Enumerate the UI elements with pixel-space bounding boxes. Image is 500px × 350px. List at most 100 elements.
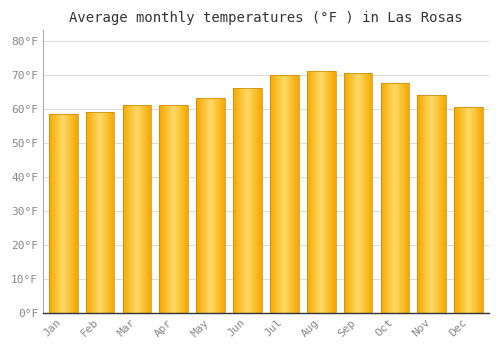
Bar bbox=[223, 98, 224, 313]
Bar bbox=[408, 83, 410, 313]
Bar bbox=[348, 73, 350, 313]
Bar bbox=[51, 114, 52, 313]
Bar bbox=[285, 75, 286, 313]
Bar bbox=[288, 75, 290, 313]
Bar bbox=[54, 114, 56, 313]
Bar bbox=[160, 105, 161, 313]
Bar bbox=[424, 95, 426, 313]
Bar bbox=[183, 105, 184, 313]
Bar bbox=[170, 105, 171, 313]
Bar bbox=[320, 71, 321, 313]
Bar bbox=[327, 71, 328, 313]
Bar bbox=[222, 98, 223, 313]
Bar bbox=[86, 112, 87, 313]
Bar bbox=[205, 98, 206, 313]
Bar bbox=[74, 114, 76, 313]
Bar bbox=[50, 114, 51, 313]
Bar bbox=[204, 98, 205, 313]
Bar bbox=[135, 105, 136, 313]
Bar bbox=[294, 75, 295, 313]
Bar bbox=[240, 88, 241, 313]
Bar bbox=[350, 73, 351, 313]
Bar bbox=[122, 105, 124, 313]
Bar bbox=[328, 71, 329, 313]
Bar bbox=[387, 83, 388, 313]
Bar bbox=[465, 107, 466, 313]
Bar bbox=[442, 95, 444, 313]
Bar bbox=[242, 88, 243, 313]
Bar bbox=[76, 114, 77, 313]
Bar bbox=[295, 75, 296, 313]
Bar bbox=[482, 107, 483, 313]
Bar bbox=[386, 83, 387, 313]
Bar bbox=[314, 71, 316, 313]
Bar bbox=[481, 107, 482, 313]
Bar bbox=[272, 75, 273, 313]
Bar bbox=[132, 105, 134, 313]
Bar bbox=[293, 75, 294, 313]
Bar bbox=[380, 83, 410, 313]
Bar bbox=[90, 112, 91, 313]
Bar bbox=[308, 71, 309, 313]
Bar bbox=[319, 71, 320, 313]
Bar bbox=[380, 83, 382, 313]
Bar bbox=[238, 88, 239, 313]
Bar bbox=[108, 112, 110, 313]
Bar bbox=[93, 112, 94, 313]
Bar bbox=[87, 112, 88, 313]
Bar bbox=[405, 83, 406, 313]
Bar bbox=[138, 105, 139, 313]
Bar bbox=[58, 114, 59, 313]
Bar bbox=[110, 112, 111, 313]
Bar bbox=[397, 83, 398, 313]
Bar bbox=[428, 95, 429, 313]
Bar bbox=[477, 107, 478, 313]
Bar bbox=[439, 95, 440, 313]
Bar bbox=[182, 105, 183, 313]
Bar bbox=[463, 107, 464, 313]
Bar bbox=[385, 83, 386, 313]
Bar bbox=[280, 75, 281, 313]
Bar bbox=[174, 105, 175, 313]
Bar bbox=[126, 105, 127, 313]
Bar bbox=[218, 98, 220, 313]
Bar bbox=[364, 73, 365, 313]
Bar bbox=[283, 75, 284, 313]
Bar bbox=[162, 105, 163, 313]
Bar bbox=[215, 98, 216, 313]
Bar bbox=[220, 98, 222, 313]
Bar bbox=[352, 73, 353, 313]
Bar bbox=[441, 95, 442, 313]
Bar bbox=[345, 73, 346, 313]
Bar bbox=[438, 95, 439, 313]
Bar bbox=[362, 73, 363, 313]
Bar bbox=[307, 71, 308, 313]
Bar bbox=[351, 73, 352, 313]
Bar bbox=[145, 105, 146, 313]
Bar bbox=[137, 105, 138, 313]
Bar bbox=[432, 95, 433, 313]
Bar bbox=[233, 88, 234, 313]
Bar bbox=[329, 71, 330, 313]
Bar bbox=[433, 95, 434, 313]
Bar bbox=[147, 105, 148, 313]
Bar bbox=[436, 95, 437, 313]
Bar bbox=[59, 114, 60, 313]
Bar bbox=[434, 95, 436, 313]
Bar bbox=[49, 114, 50, 313]
Bar bbox=[210, 98, 212, 313]
Bar bbox=[418, 95, 446, 313]
Bar bbox=[389, 83, 390, 313]
Bar bbox=[462, 107, 463, 313]
Bar bbox=[478, 107, 480, 313]
Bar bbox=[140, 105, 141, 313]
Bar bbox=[399, 83, 400, 313]
Bar bbox=[246, 88, 247, 313]
Bar bbox=[422, 95, 423, 313]
Bar bbox=[423, 95, 424, 313]
Bar bbox=[72, 114, 74, 313]
Bar bbox=[131, 105, 132, 313]
Bar bbox=[318, 71, 319, 313]
Bar bbox=[404, 83, 405, 313]
Bar bbox=[175, 105, 176, 313]
